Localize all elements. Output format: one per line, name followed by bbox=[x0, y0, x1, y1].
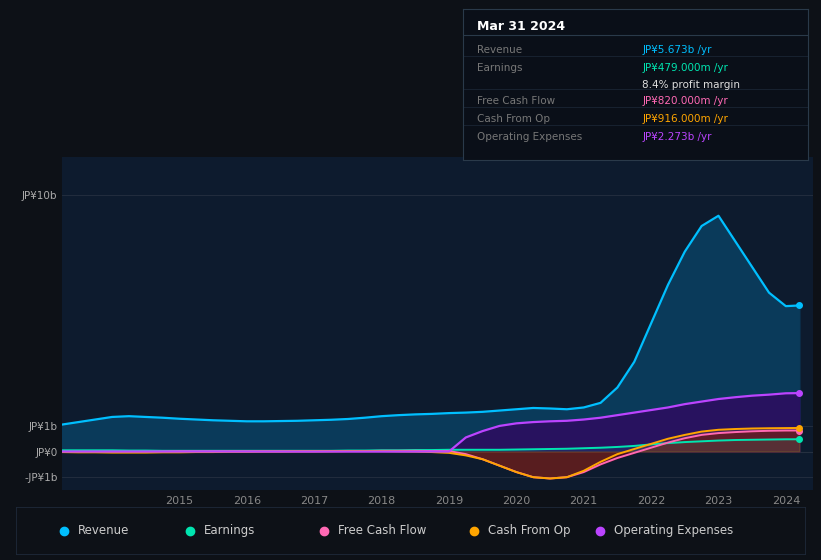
Text: Revenue: Revenue bbox=[78, 524, 129, 537]
Text: 8.4% profit margin: 8.4% profit margin bbox=[642, 80, 741, 90]
Text: JP¥2.273b /yr: JP¥2.273b /yr bbox=[642, 133, 712, 142]
Text: Free Cash Flow: Free Cash Flow bbox=[477, 96, 555, 106]
Text: Earnings: Earnings bbox=[477, 63, 522, 73]
Text: Operating Expenses: Operating Expenses bbox=[477, 133, 582, 142]
Text: Mar 31 2024: Mar 31 2024 bbox=[477, 20, 565, 32]
Text: Free Cash Flow: Free Cash Flow bbox=[338, 524, 426, 537]
Text: Operating Expenses: Operating Expenses bbox=[614, 524, 733, 537]
Text: JP¥5.673b /yr: JP¥5.673b /yr bbox=[642, 45, 712, 55]
Text: Cash From Op: Cash From Op bbox=[477, 114, 550, 124]
Text: JP¥916.000m /yr: JP¥916.000m /yr bbox=[642, 114, 728, 124]
Text: JP¥479.000m /yr: JP¥479.000m /yr bbox=[642, 63, 728, 73]
Text: Revenue: Revenue bbox=[477, 45, 522, 55]
Text: Earnings: Earnings bbox=[204, 524, 255, 537]
Text: Cash From Op: Cash From Op bbox=[488, 524, 571, 537]
Text: JP¥820.000m /yr: JP¥820.000m /yr bbox=[642, 96, 728, 106]
